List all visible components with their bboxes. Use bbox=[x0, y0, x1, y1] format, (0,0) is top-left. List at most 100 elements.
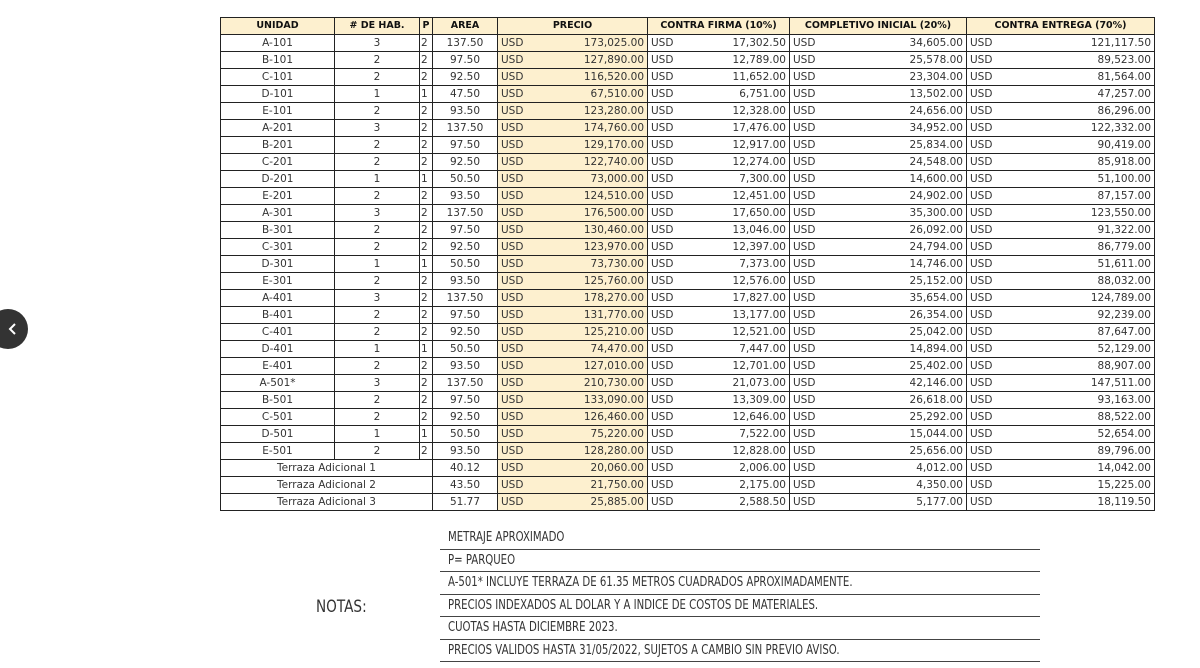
cell-habitaciones: 3 bbox=[334, 34, 420, 52]
currency-label: USD bbox=[793, 343, 816, 355]
cell-contra-firma: USD 17,827.00 bbox=[647, 289, 790, 307]
amount: 90,419.00 bbox=[1097, 139, 1151, 151]
currency-label: USD bbox=[793, 88, 816, 100]
cell-contra-firma: USD 12,274.00 bbox=[647, 153, 790, 171]
cell-precio: USD 131,770.00 bbox=[497, 306, 648, 324]
currency-label: USD bbox=[970, 122, 993, 134]
amount: 52,129.00 bbox=[1097, 343, 1151, 355]
amount: 25,152.00 bbox=[909, 275, 963, 287]
cell-area: 93.50 bbox=[432, 442, 498, 460]
amount: 2,175.00 bbox=[739, 479, 786, 491]
cell-precio: USD 116,520.00 bbox=[497, 68, 648, 86]
cell-completivo-inicial: USD 13,502.00 bbox=[789, 85, 967, 103]
cell-parqueo: 2 bbox=[419, 306, 433, 324]
amount: 124,789.00 bbox=[1090, 292, 1151, 304]
currency-label: USD bbox=[970, 326, 993, 338]
amount: 26,618.00 bbox=[909, 394, 963, 406]
table-row: C-101 2 2 92.50 USD 116,520.00 USD 11,652.00 USD… bbox=[220, 68, 1155, 86]
back-button[interactable] bbox=[0, 309, 28, 349]
currency-label: USD bbox=[793, 190, 816, 202]
currency-label: USD bbox=[970, 37, 993, 49]
cell-habitaciones: 2 bbox=[334, 51, 420, 69]
cell-parqueo: 2 bbox=[419, 272, 433, 290]
cell-precio: USD 173,025.00 bbox=[497, 34, 648, 52]
table-row: B-501 2 2 97.50 USD 133,090.00 USD 13,309.00 USD… bbox=[220, 391, 1155, 409]
currency-label: USD bbox=[970, 462, 993, 474]
cell-completivo-inicial: USD 26,092.00 bbox=[789, 221, 967, 239]
amount: 11,652.00 bbox=[732, 71, 786, 83]
amount: 87,157.00 bbox=[1097, 190, 1151, 202]
cell-contra-firma: USD 17,650.00 bbox=[647, 204, 790, 222]
currency-label: USD bbox=[970, 207, 993, 219]
cell-area: 40.12 bbox=[432, 459, 498, 477]
cell-habitaciones: 2 bbox=[334, 272, 420, 290]
currency-label: USD bbox=[793, 496, 816, 508]
cell-precio: USD 123,280.00 bbox=[497, 102, 648, 120]
currency-label: USD bbox=[651, 479, 674, 491]
currency-label: USD bbox=[501, 88, 524, 100]
cell-parqueo: 2 bbox=[419, 289, 433, 307]
cell-habitaciones: 1 bbox=[334, 170, 420, 188]
cell-parqueo: 2 bbox=[419, 221, 433, 239]
amount: 4,012.00 bbox=[916, 462, 963, 474]
amount: 86,296.00 bbox=[1097, 105, 1151, 117]
cell-contra-firma: USD 7,522.00 bbox=[647, 425, 790, 443]
cell-habitaciones: 2 bbox=[334, 442, 420, 460]
cell-completivo-inicial: USD 25,402.00 bbox=[789, 357, 967, 375]
amount: 4,350.00 bbox=[916, 479, 963, 491]
amount: 25,885.00 bbox=[590, 496, 644, 508]
cell-contra-firma: USD 7,300.00 bbox=[647, 170, 790, 188]
header-contra-firma: CONTRA FIRMA (10%) bbox=[647, 17, 790, 35]
currency-label: USD bbox=[501, 411, 524, 423]
table-row: D-201 1 1 50.50 USD 73,000.00 USD 7,300.00 USD 14… bbox=[220, 170, 1155, 188]
currency-label: USD bbox=[651, 241, 674, 253]
cell-habitaciones: 1 bbox=[334, 255, 420, 273]
cell-area: 137.50 bbox=[432, 289, 498, 307]
cell-parqueo: 2 bbox=[419, 119, 433, 137]
cell-precio: USD 20,060.00 bbox=[497, 459, 648, 477]
amount: 25,402.00 bbox=[909, 360, 963, 372]
note-item: METRAJE APROXIMADO bbox=[440, 527, 1040, 550]
table-row: D-301 1 1 50.50 USD 73,730.00 USD 7,373.00 USD 14… bbox=[220, 255, 1155, 273]
cell-contra-firma: USD 12,701.00 bbox=[647, 357, 790, 375]
currency-label: USD bbox=[970, 139, 993, 151]
currency-label: USD bbox=[651, 360, 674, 372]
cell-completivo-inicial: USD 26,618.00 bbox=[789, 391, 967, 409]
cell-parqueo: 2 bbox=[419, 374, 433, 392]
header-unidad: UNIDAD bbox=[220, 17, 335, 35]
currency-label: USD bbox=[793, 360, 816, 372]
cell-area: 50.50 bbox=[432, 340, 498, 358]
amount: 14,746.00 bbox=[909, 258, 963, 270]
amount: 210,730.00 bbox=[583, 377, 644, 389]
table-row: Terraza Adicional 3 51.77 USD 25,885.00 USD 2… bbox=[220, 493, 1155, 511]
amount: 127,010.00 bbox=[583, 360, 644, 372]
cell-precio: USD 21,750.00 bbox=[497, 476, 648, 494]
currency-label: USD bbox=[651, 71, 674, 83]
cell-precio: USD 73,730.00 bbox=[497, 255, 648, 273]
cell-area: 92.50 bbox=[432, 68, 498, 86]
currency-label: USD bbox=[501, 292, 524, 304]
amount: 25,834.00 bbox=[909, 139, 963, 151]
cell-parqueo: 2 bbox=[419, 51, 433, 69]
table-row: C-501 2 2 92.50 USD 126,460.00 USD 12,646.00 USD… bbox=[220, 408, 1155, 426]
currency-label: USD bbox=[501, 241, 524, 253]
currency-label: USD bbox=[501, 207, 524, 219]
cell-completivo-inicial: USD 25,152.00 bbox=[789, 272, 967, 290]
currency-label: USD bbox=[793, 224, 816, 236]
cell-habitaciones: 2 bbox=[334, 68, 420, 86]
cell-unidad: Terraza Adicional 3 bbox=[220, 493, 433, 511]
cell-contra-firma: USD 12,451.00 bbox=[647, 187, 790, 205]
cell-habitaciones: 3 bbox=[334, 374, 420, 392]
cell-contra-entrega: USD 88,032.00 bbox=[966, 272, 1155, 290]
cell-parqueo: 2 bbox=[419, 102, 433, 120]
note-text: PRECIOS INDEXADOS AL DOLAR Y A INDICE DE… bbox=[448, 597, 819, 613]
cell-completivo-inicial: USD 26,354.00 bbox=[789, 306, 967, 324]
cell-precio: USD 25,885.00 bbox=[497, 493, 648, 511]
cell-parqueo: 1 bbox=[419, 170, 433, 188]
cell-area: 92.50 bbox=[432, 408, 498, 426]
cell-contra-entrega: USD 89,796.00 bbox=[966, 442, 1155, 460]
cell-contra-firma: USD 12,828.00 bbox=[647, 442, 790, 460]
cell-completivo-inicial: USD 14,894.00 bbox=[789, 340, 967, 358]
cell-unidad: D-401 bbox=[220, 340, 335, 358]
cell-completivo-inicial: USD 35,300.00 bbox=[789, 204, 967, 222]
